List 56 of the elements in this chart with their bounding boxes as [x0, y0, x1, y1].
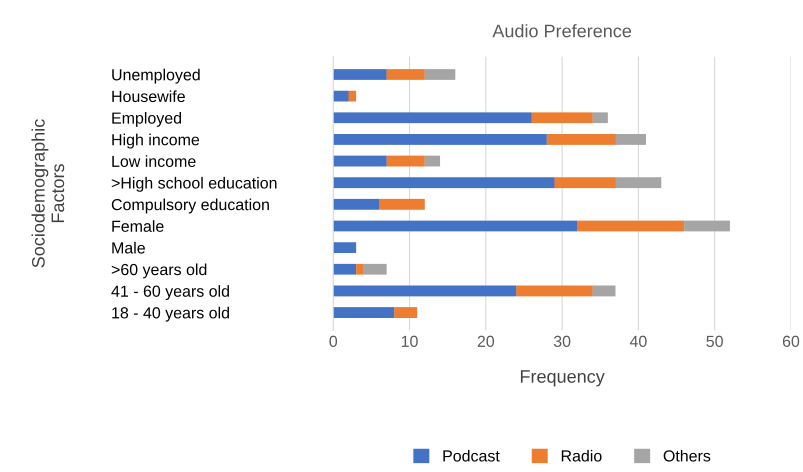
y-tick-label: Low income — [112, 155, 196, 168]
bar — [379, 198, 425, 210]
bar — [348, 90, 356, 102]
bar — [333, 156, 387, 166]
bar — [364, 264, 387, 275]
chart-title: Audio Preference — [492, 24, 632, 38]
y-tick-label: Housewife — [112, 90, 185, 102]
bar — [592, 285, 616, 296]
bar — [546, 134, 616, 145]
x-tick-label: 40 — [630, 336, 647, 347]
y-tick-label: Unemployed — [112, 68, 200, 84]
y-tick-label: 18 - 40 years old — [112, 306, 229, 322]
legend-label: Podcast — [443, 450, 500, 462]
y-tick-label: >60 years old — [112, 263, 206, 278]
bar — [516, 285, 593, 296]
x-tick-label: 60 — [782, 336, 800, 347]
x-tick-label: 30 — [554, 336, 570, 347]
bar — [577, 220, 684, 232]
bar — [592, 112, 608, 124]
bar — [333, 220, 578, 232]
y-tick-label: Male — [112, 242, 145, 254]
x-axis-title: Frequency — [520, 370, 605, 386]
bar — [333, 112, 532, 124]
bar — [532, 112, 593, 124]
bar — [333, 264, 356, 275]
bar — [333, 177, 554, 188]
y-axis-title: Sociodemographic Factors — [31, 119, 64, 268]
y-tick-label: Employed — [112, 112, 182, 127]
bar — [356, 264, 364, 275]
bar — [616, 177, 662, 188]
bar — [333, 242, 356, 254]
legend-label: Radio — [562, 450, 602, 462]
y-tick-label: >High school education — [112, 176, 276, 192]
y-tick-label: Female — [112, 220, 164, 232]
y-tick-label: Compulsory education — [112, 198, 269, 214]
legend-label: Others — [664, 450, 710, 462]
bar — [616, 134, 646, 145]
bar — [684, 220, 730, 232]
bar — [333, 285, 516, 296]
x-tick-label: 0 — [329, 336, 338, 347]
bar — [333, 307, 394, 318]
x-tick-label: 50 — [706, 336, 723, 347]
bar — [424, 156, 440, 166]
bar — [554, 177, 616, 188]
bar — [394, 307, 418, 318]
x-tick-label: 10 — [402, 336, 418, 347]
bar — [333, 69, 387, 80]
bar — [386, 69, 425, 80]
bar — [333, 90, 348, 102]
y-tick-label: High income — [112, 134, 200, 149]
bar — [333, 134, 547, 145]
bar — [424, 69, 456, 80]
bar — [386, 156, 425, 166]
bar — [333, 198, 380, 210]
x-tick-label: 20 — [478, 336, 494, 347]
y-tick-label: 41 - 60 years old — [111, 285, 229, 300]
